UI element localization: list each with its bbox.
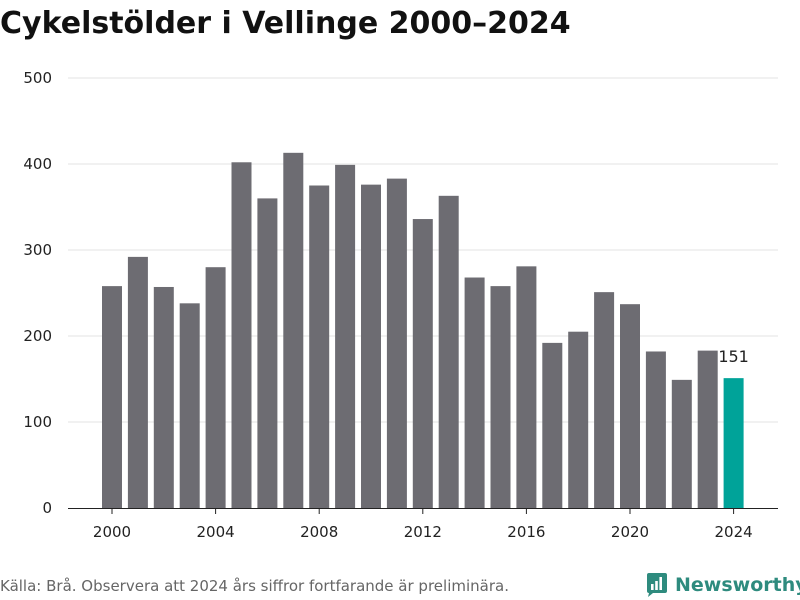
y-axis: 0 100 200 300 400 500: [23, 69, 52, 517]
bar-2016: [516, 266, 537, 508]
source-note: Källa: Brå. Observera att 2024 års siffr…: [0, 577, 509, 595]
x-tick-label: 2008: [300, 523, 338, 541]
y-tick-label: 200: [23, 327, 52, 345]
y-tick-label: 100: [23, 413, 52, 431]
data-label-2024: 151: [718, 347, 749, 366]
bar-2014: [464, 277, 485, 508]
bar-2022: [671, 379, 692, 508]
bar-2009: [335, 164, 356, 509]
bar-2020: [620, 304, 640, 508]
bar-2017: [542, 342, 563, 508]
bar-2005: [231, 162, 252, 508]
x-axis: 2000 2004 2008 2012 2016 2020 2024: [68, 508, 778, 541]
bar-2008: [309, 185, 330, 508]
bar-2023: [697, 350, 718, 508]
bar-2018: [568, 331, 589, 508]
bar-2007: [283, 152, 304, 508]
bar-2013: [438, 195, 459, 508]
bar-2010: [361, 184, 381, 508]
bar-2002: [153, 286, 174, 508]
chart-title: Cykelstölder i Vellinge 2000–2024: [0, 6, 571, 41]
bar-2019: [594, 292, 615, 508]
y-tick-label: 400: [23, 155, 52, 173]
bar-2021: [645, 351, 666, 508]
y-tick-label: 0: [42, 499, 52, 517]
x-tick-label: 2016: [507, 523, 545, 541]
bar-2015: [490, 286, 511, 508]
x-tick-label: 2012: [404, 523, 442, 541]
bar-2006: [257, 198, 278, 508]
bar-2012: [412, 219, 433, 509]
x-tick-label: 2020: [611, 523, 649, 541]
bar-2000: [102, 286, 122, 508]
logo-text: Newsworthy: [675, 574, 800, 596]
bar-2003: [179, 303, 200, 508]
bar-2001: [127, 256, 148, 508]
bar-2011: [386, 178, 407, 508]
x-tick-label: 2000: [93, 523, 131, 541]
y-tick-label: 500: [23, 69, 52, 87]
bar-chart-logo-icon: [647, 573, 667, 597]
bars: 151: [102, 152, 749, 509]
bar-2004: [205, 267, 226, 508]
y-tick-label: 300: [23, 241, 52, 259]
x-tick-label: 2024: [715, 523, 753, 541]
chart: Cykelstölder i Vellinge 2000–2024 0 100 20…: [0, 6, 778, 541]
x-tick-label: 2004: [197, 523, 235, 541]
newsworthy-logo[interactable]: Newsworthy: [645, 570, 800, 600]
bar-2024: [723, 378, 744, 508]
